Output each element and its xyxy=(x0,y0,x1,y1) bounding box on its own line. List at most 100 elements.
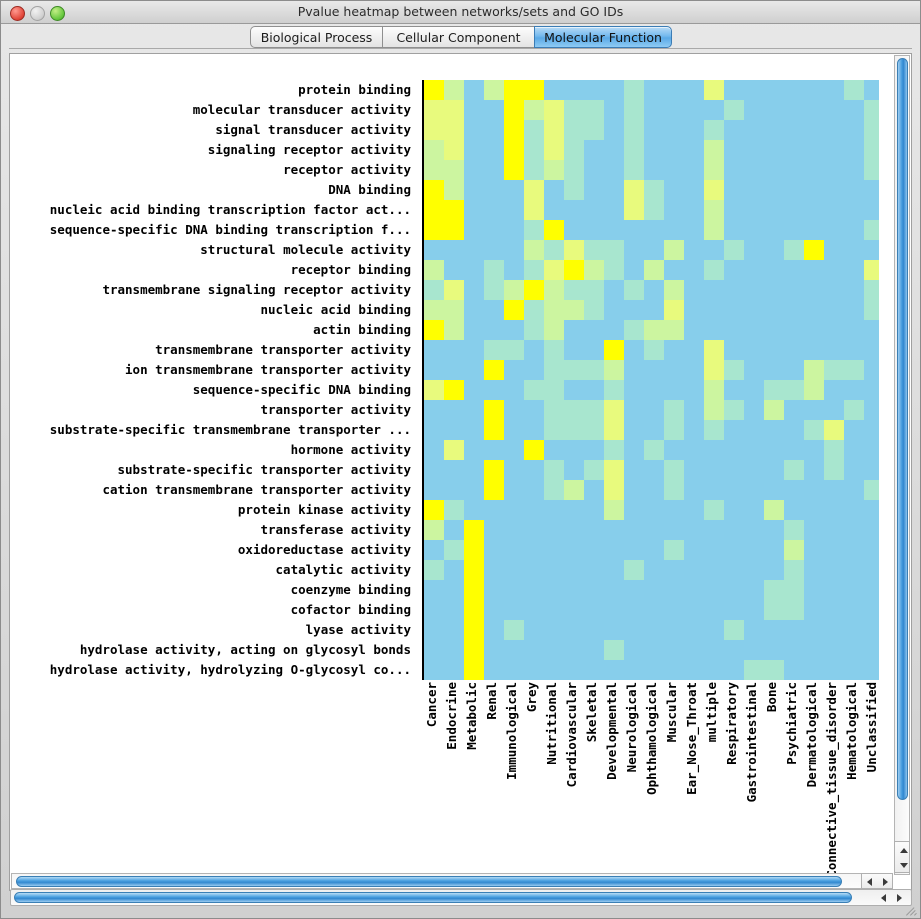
heatmap-cell[interactable] xyxy=(844,620,864,640)
minimize-icon[interactable] xyxy=(30,6,45,21)
heatmap-cell[interactable] xyxy=(804,320,824,340)
heatmap-cell[interactable] xyxy=(684,640,704,660)
heatmap-cell[interactable] xyxy=(724,300,744,320)
heatmap-cell[interactable] xyxy=(624,620,644,640)
heatmap-cell[interactable] xyxy=(584,120,604,140)
heatmap-cell[interactable] xyxy=(564,500,584,520)
heatmap-cell[interactable] xyxy=(444,340,464,360)
heatmap-cell[interactable] xyxy=(744,660,764,680)
heatmap-cell[interactable] xyxy=(844,580,864,600)
heatmap-cell[interactable] xyxy=(584,600,604,620)
heatmap-cell[interactable] xyxy=(564,200,584,220)
heatmap-cell[interactable] xyxy=(504,120,524,140)
heatmap-cell[interactable] xyxy=(484,460,504,480)
heatmap-cell[interactable] xyxy=(604,200,624,220)
heatmap-cell[interactable] xyxy=(484,500,504,520)
heatmap-cell[interactable] xyxy=(864,620,879,640)
heatmap-cell[interactable] xyxy=(744,140,764,160)
heatmap-cell[interactable] xyxy=(604,320,624,340)
heatmap-cell[interactable] xyxy=(844,100,864,120)
heatmap-cell[interactable] xyxy=(544,420,564,440)
heatmap-cell[interactable] xyxy=(864,440,879,460)
heatmap-cell[interactable] xyxy=(644,460,664,480)
heatmap-cell[interactable] xyxy=(444,600,464,620)
heatmap-cell[interactable] xyxy=(844,320,864,340)
heatmap-cell[interactable] xyxy=(864,420,879,440)
heatmap-cell[interactable] xyxy=(724,620,744,640)
heatmap-cell[interactable] xyxy=(544,580,564,600)
heatmap-cell[interactable] xyxy=(704,260,724,280)
heatmap-cell[interactable] xyxy=(824,420,844,440)
heatmap-cell[interactable] xyxy=(664,420,684,440)
heatmap-cell[interactable] xyxy=(444,400,464,420)
heatmap-cell[interactable] xyxy=(704,180,724,200)
heatmap-cell[interactable] xyxy=(604,600,624,620)
heatmap-cell[interactable] xyxy=(704,280,724,300)
heatmap-cell[interactable] xyxy=(524,620,544,640)
heatmap-cell[interactable] xyxy=(484,420,504,440)
heatmap-cell[interactable] xyxy=(464,660,484,680)
heatmap-cell[interactable] xyxy=(704,660,724,680)
heatmap-cell[interactable] xyxy=(484,360,504,380)
heatmap-cell[interactable] xyxy=(504,280,524,300)
heatmap-cell[interactable] xyxy=(484,600,504,620)
heatmap-cell[interactable] xyxy=(544,640,564,660)
heatmap-cell[interactable] xyxy=(424,340,444,360)
heatmap-cell[interactable] xyxy=(804,640,824,660)
heatmap-cell[interactable] xyxy=(844,120,864,140)
heatmap-cell[interactable] xyxy=(844,240,864,260)
heatmap-cell[interactable] xyxy=(764,80,784,100)
heatmap-cell[interactable] xyxy=(764,100,784,120)
heatmap-cell[interactable] xyxy=(744,540,764,560)
heatmap-cell[interactable] xyxy=(424,660,444,680)
heatmap-cell[interactable] xyxy=(804,100,824,120)
heatmap-cell[interactable] xyxy=(584,580,604,600)
heatmap-cell[interactable] xyxy=(564,240,584,260)
heatmap-cell[interactable] xyxy=(464,340,484,360)
heatmap-cell[interactable] xyxy=(584,540,604,560)
heatmap-cell[interactable] xyxy=(464,500,484,520)
heatmap-cell[interactable] xyxy=(584,440,604,460)
heatmap-cell[interactable] xyxy=(864,120,879,140)
heatmap-cell[interactable] xyxy=(684,540,704,560)
heatmap-cell[interactable] xyxy=(824,360,844,380)
heatmap-cell[interactable] xyxy=(624,460,644,480)
heatmap-cell[interactable] xyxy=(644,300,664,320)
heatmap-cell[interactable] xyxy=(684,480,704,500)
heatmap-cell[interactable] xyxy=(704,100,724,120)
heatmap-cell[interactable] xyxy=(604,500,624,520)
heatmap-cell[interactable] xyxy=(824,120,844,140)
heatmap-cell[interactable] xyxy=(824,640,844,660)
heatmap-cell[interactable] xyxy=(824,160,844,180)
heatmap-cell[interactable] xyxy=(544,280,564,300)
heatmap-cell[interactable] xyxy=(684,100,704,120)
heatmap-cell[interactable] xyxy=(584,640,604,660)
heatmap-cell[interactable] xyxy=(684,180,704,200)
heatmap-cell[interactable] xyxy=(824,80,844,100)
heatmap-cell[interactable] xyxy=(584,320,604,340)
heatmap-cell[interactable] xyxy=(424,240,444,260)
heatmap-cell[interactable] xyxy=(544,600,564,620)
heatmap-cell[interactable] xyxy=(744,80,764,100)
heatmap-cell[interactable] xyxy=(464,160,484,180)
heatmap-cell[interactable] xyxy=(864,400,879,420)
heatmap-cell[interactable] xyxy=(444,480,464,500)
heatmap-cell[interactable] xyxy=(744,320,764,340)
heatmap-cell[interactable] xyxy=(824,300,844,320)
heatmap-cell[interactable] xyxy=(624,240,644,260)
heatmap-cell[interactable] xyxy=(764,360,784,380)
heatmap-cell[interactable] xyxy=(864,300,879,320)
heatmap-cell[interactable] xyxy=(724,360,744,380)
heatmap-cell[interactable] xyxy=(604,80,624,100)
heatmap-cell[interactable] xyxy=(684,200,704,220)
heatmap-cell[interactable] xyxy=(544,260,564,280)
heatmap-grid[interactable] xyxy=(422,80,879,680)
heatmap-cell[interactable] xyxy=(844,460,864,480)
heatmap-cell[interactable] xyxy=(804,80,824,100)
heatmap-cell[interactable] xyxy=(724,140,744,160)
heatmap-cell[interactable] xyxy=(764,660,784,680)
heatmap-cell[interactable] xyxy=(644,200,664,220)
heatmap-cell[interactable] xyxy=(824,600,844,620)
heatmap-cell[interactable] xyxy=(504,480,524,500)
heatmap-cell[interactable] xyxy=(784,260,804,280)
